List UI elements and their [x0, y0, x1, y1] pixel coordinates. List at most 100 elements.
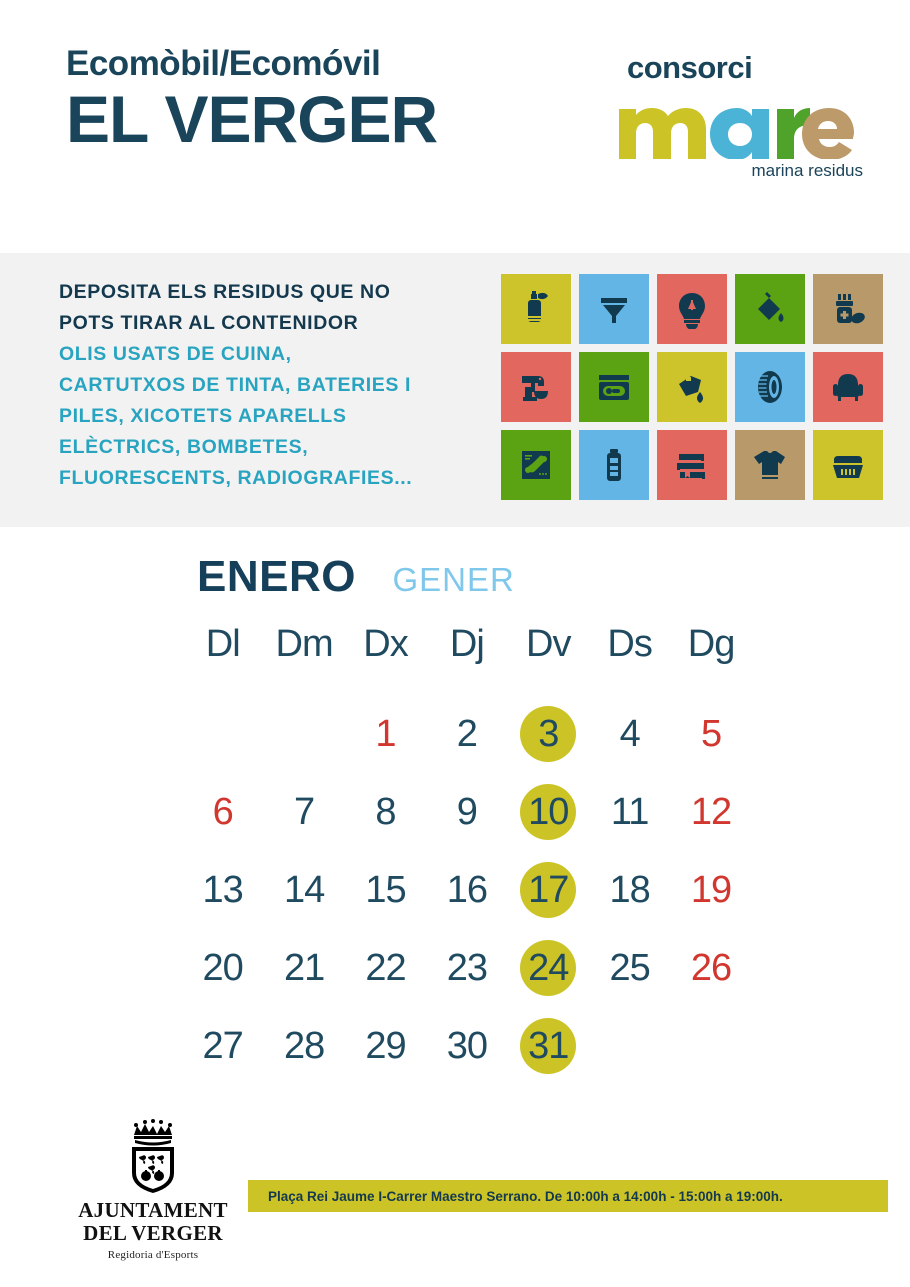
calendar-day[interactable]: 13 [182, 851, 263, 929]
calendar-day[interactable]: 24 [508, 929, 589, 1007]
vhs-tape-icon [579, 352, 649, 422]
day-number: 21 [283, 947, 325, 989]
day-number: 31 [528, 1025, 569, 1067]
funnel-icon [579, 274, 649, 344]
collection-day-marker [520, 1018, 577, 1074]
calendar-day[interactable]: 31 [508, 1007, 589, 1085]
page-title: EL VERGER [66, 82, 438, 156]
day-number: 15 [365, 869, 406, 911]
info-band: DEPOSITA ELS RESIDUS QUE NO POTS TIRAR A… [0, 253, 910, 527]
calendar-daynames: Dl Dm Dx Dj Dv Ds Dg [182, 623, 752, 666]
month-name-es: ENERO [197, 552, 356, 601]
collection-day-marker [520, 940, 577, 996]
info-text-block: DEPOSITA ELS RESIDUS QUE NO POTS TIRAR A… [59, 277, 479, 494]
calendar-day[interactable]: 27 [182, 1007, 263, 1085]
calendar-day[interactable]: 14 [263, 851, 344, 929]
calendar-day[interactable]: 25 [589, 929, 670, 1007]
logo-wordmark-mare [617, 87, 857, 159]
calendar-day[interactable]: 10 [508, 773, 589, 851]
mixer-icon [501, 352, 571, 422]
collection-day-marker [520, 784, 577, 840]
page-header: Ecomòbil/Ecomóvil EL VERGER consorci [0, 0, 910, 253]
page-footer: AJUNTAMENT DEL VERGER Regidoria d'Esport… [0, 1100, 910, 1287]
calendar-day[interactable]: 7 [263, 773, 344, 851]
calendar-day[interactable]: 19 [670, 851, 751, 929]
day-number: 2 [456, 713, 478, 755]
day-number: 8 [375, 791, 396, 833]
xray-icon [501, 430, 571, 500]
calendar-day[interactable]: 1 [345, 695, 426, 773]
calendar-day[interactable]: 16 [426, 851, 507, 929]
calendar-day[interactable]: 20 [182, 929, 263, 1007]
day-number: 4 [619, 713, 641, 755]
address-bar: Plaça Rei Jaume I-Carrer Maestro Serrano… [248, 1180, 888, 1212]
medicine-icon [813, 274, 883, 344]
day-number: 30 [446, 1025, 488, 1067]
calendar-day[interactable]: 12 [670, 773, 751, 851]
calendar-day[interactable]: 21 [263, 929, 344, 1007]
address-text: Plaça Rei Jaume I-Carrer Maestro Serrano… [268, 1188, 783, 1204]
subtitle-ecomobil: Ecomòbil/Ecomóvil [66, 44, 381, 83]
day-number: 18 [609, 869, 651, 911]
spray-can-icon [501, 274, 571, 344]
calendar-day-grid: 1 2 3 4 5 6 7 8 9 10 11 12 13 14 15 16 17 18 19 20 21 22 23 24 2… [182, 695, 752, 1085]
calendar-day[interactable]: 17 [508, 851, 589, 929]
calendar-month-row: ENERO GENER [197, 552, 515, 602]
calendar-day[interactable]: 4 [589, 695, 670, 773]
calendar-day[interactable]: 30 [426, 1007, 507, 1085]
logo-tagline: marina residus [751, 161, 864, 180]
day-number: 12 [690, 791, 732, 833]
calendar-day[interactable]: 9 [426, 773, 507, 851]
tyre-icon [735, 352, 805, 422]
info-line: FLUORESCENTS, RADIOGRAFIES... [59, 467, 413, 489]
dayname-dl: Dl [205, 623, 241, 665]
calendar-day[interactable]: 29 [345, 1007, 426, 1085]
dayname-dv: Dv [526, 623, 571, 665]
dayname-dg: Dg [687, 623, 736, 665]
day-number: 14 [283, 869, 325, 911]
tshirt-icon [735, 430, 805, 500]
calendar-day[interactable]: 8 [345, 773, 426, 851]
ajuntament-crest: AJUNTAMENT DEL VERGER Regidoria d'Esport… [48, 1118, 258, 1261]
calendar-day[interactable]: 3 [508, 695, 589, 773]
paint-can-icon [735, 274, 805, 344]
month-name-ca: GENER [392, 561, 515, 598]
day-number: 3 [538, 713, 559, 755]
calendar-day-empty [182, 695, 263, 773]
calendar-day[interactable]: 28 [263, 1007, 344, 1085]
calendar-day[interactable]: 26 [670, 929, 751, 1007]
title-block: Ecomòbil/Ecomóvil EL VERGER [66, 44, 438, 156]
info-line: DEPOSITA ELS RESIDUS QUE NO [59, 281, 391, 303]
light-bulb-icon [657, 274, 727, 344]
crest-line-1: AJUNTAMENT [78, 1198, 228, 1222]
calendar-day[interactable]: 23 [426, 929, 507, 1007]
dayname-dx: Dx [363, 623, 408, 665]
calendar-day[interactable]: 15 [345, 851, 426, 929]
info-line: PILES, XICOTETS APARELLS [59, 405, 347, 427]
books-icon [657, 430, 727, 500]
calendar-day[interactable]: 5 [670, 695, 751, 773]
info-line: CARTUTXOS DE TINTA, BATERIES I [59, 374, 412, 396]
calendar-day[interactable]: 18 [589, 851, 670, 929]
day-number: 16 [446, 869, 488, 911]
day-number: 9 [456, 791, 478, 833]
day-number: 19 [690, 869, 732, 911]
crest-line-2: DEL VERGER [83, 1220, 223, 1245]
calendar-day[interactable]: 6 [182, 773, 263, 851]
battery-icon [579, 430, 649, 500]
collection-day-marker [520, 862, 577, 918]
calendar-day[interactable]: 22 [345, 929, 426, 1007]
day-number: 28 [283, 1025, 325, 1067]
calendar-day-empty [670, 1007, 751, 1085]
info-line: POTS TIRAR AL CONTENIDOR [59, 312, 359, 334]
logo-word-consorci: consorci [627, 50, 753, 85]
day-number: 5 [700, 713, 722, 755]
dayname-ds: Ds [607, 623, 652, 665]
calendar-day[interactable]: 2 [426, 695, 507, 773]
calendar-day-empty [589, 1007, 670, 1085]
dayname-dj: Dj [449, 623, 485, 665]
day-number: 10 [528, 791, 569, 833]
calendar-day[interactable]: 11 [589, 773, 670, 851]
day-number: 11 [610, 791, 649, 833]
coat-of-arms-icon [132, 1119, 174, 1193]
